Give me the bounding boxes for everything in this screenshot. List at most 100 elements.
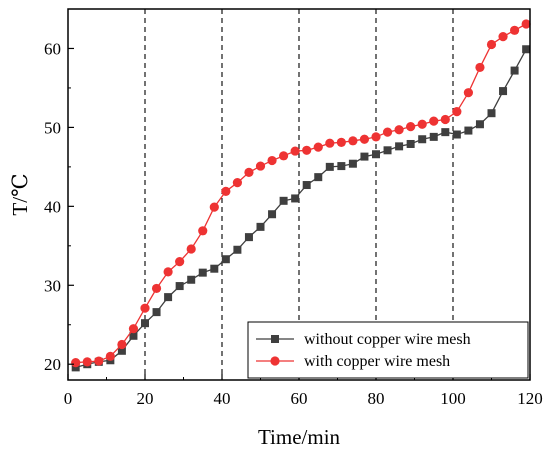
data-point [336, 137, 346, 148]
data-point [152, 308, 161, 317]
data-point [244, 167, 254, 177]
data-point [509, 25, 520, 35]
data-point [302, 181, 311, 190]
plot-area [71, 19, 531, 372]
data-point [291, 194, 300, 203]
data-point [221, 186, 231, 196]
data-point [140, 303, 150, 313]
data-point [395, 142, 404, 151]
data-point [256, 222, 265, 231]
data-point [475, 62, 485, 73]
data-point [117, 339, 127, 350]
data-point [175, 282, 184, 291]
data-point [337, 162, 346, 171]
data-point [279, 151, 289, 161]
data-point [105, 351, 115, 361]
y-axis-title: T/℃ [8, 173, 32, 215]
data-point [313, 142, 323, 152]
data-point [499, 87, 508, 96]
series-with-mesh [71, 19, 531, 368]
data-point [209, 202, 219, 212]
legend: without copper wire mesh with copper wir… [247, 321, 529, 379]
data-point [441, 128, 450, 137]
data-point [210, 264, 219, 273]
data-point [175, 256, 185, 267]
y-tick-label: 30 [44, 276, 61, 295]
x-tick-label: 80 [368, 389, 385, 408]
x-axis-title: Time/min [258, 425, 341, 449]
data-point [163, 267, 173, 277]
legend-entry-without-mesh: without copper wire mesh [256, 331, 471, 348]
data-point [82, 357, 92, 367]
data-point [417, 119, 427, 129]
data-point [440, 114, 450, 125]
data-point [198, 226, 208, 236]
data-point [325, 162, 334, 171]
x-tick-label: 20 [137, 389, 154, 408]
x-tick-label: 40 [214, 389, 231, 408]
data-point [221, 255, 230, 264]
data-point [267, 155, 277, 166]
data-point [452, 107, 462, 117]
y-tick-label: 60 [44, 39, 61, 58]
legend-marker-circle [270, 356, 280, 366]
data-point [268, 210, 277, 219]
data-point [279, 196, 288, 205]
data-point [418, 135, 427, 144]
data-point [325, 138, 335, 148]
data-point [255, 161, 266, 171]
data-point [464, 126, 473, 135]
y-tick-label: 40 [44, 197, 61, 216]
vertical-guide-lines [144, 9, 454, 380]
data-point [117, 346, 126, 355]
series-line [75, 23, 527, 364]
data-point [71, 358, 81, 368]
data-point [348, 136, 358, 146]
series-without-mesh [71, 45, 531, 372]
data-point [94, 356, 104, 366]
legend-box [247, 321, 529, 379]
data-point [151, 283, 162, 294]
data-point [406, 139, 415, 148]
data-point [164, 293, 173, 302]
series-line [75, 48, 527, 369]
legend-entry-with-mesh: with copper wire mesh [256, 353, 450, 370]
x-tick-label: 0 [64, 389, 73, 408]
legend-label-without-mesh: without copper wire mesh [304, 331, 471, 348]
x-tick-label: 100 [440, 389, 466, 408]
data-point [372, 150, 380, 159]
data-point [429, 116, 439, 126]
data-point [394, 125, 404, 135]
data-point [429, 132, 438, 141]
data-point [244, 233, 253, 242]
data-point [198, 268, 207, 277]
data-point [382, 127, 393, 137]
data-point [359, 134, 370, 144]
data-point [452, 130, 461, 139]
data-point [371, 132, 381, 142]
data-point [498, 32, 508, 42]
data-point [360, 152, 369, 161]
data-point [71, 363, 80, 372]
y-tick-label: 50 [44, 118, 61, 137]
data-point [521, 19, 531, 29]
data-point [302, 145, 312, 155]
data-point [232, 178, 242, 188]
data-point [129, 331, 138, 340]
data-point [406, 122, 416, 132]
data-point [233, 245, 242, 254]
legend-marker-square [271, 335, 279, 343]
data-point [187, 275, 196, 284]
y-axis: 20 30 40 50 60 [44, 39, 74, 374]
data-point [290, 146, 300, 156]
data-point [475, 120, 484, 129]
data-point [314, 173, 323, 182]
data-point [141, 319, 149, 328]
data-point [128, 324, 139, 334]
data-point [383, 146, 392, 155]
data-point [510, 66, 519, 75]
data-point [463, 88, 473, 98]
x-axis: 0 20 40 60 80 100 120 [64, 374, 543, 408]
data-point [487, 109, 496, 118]
